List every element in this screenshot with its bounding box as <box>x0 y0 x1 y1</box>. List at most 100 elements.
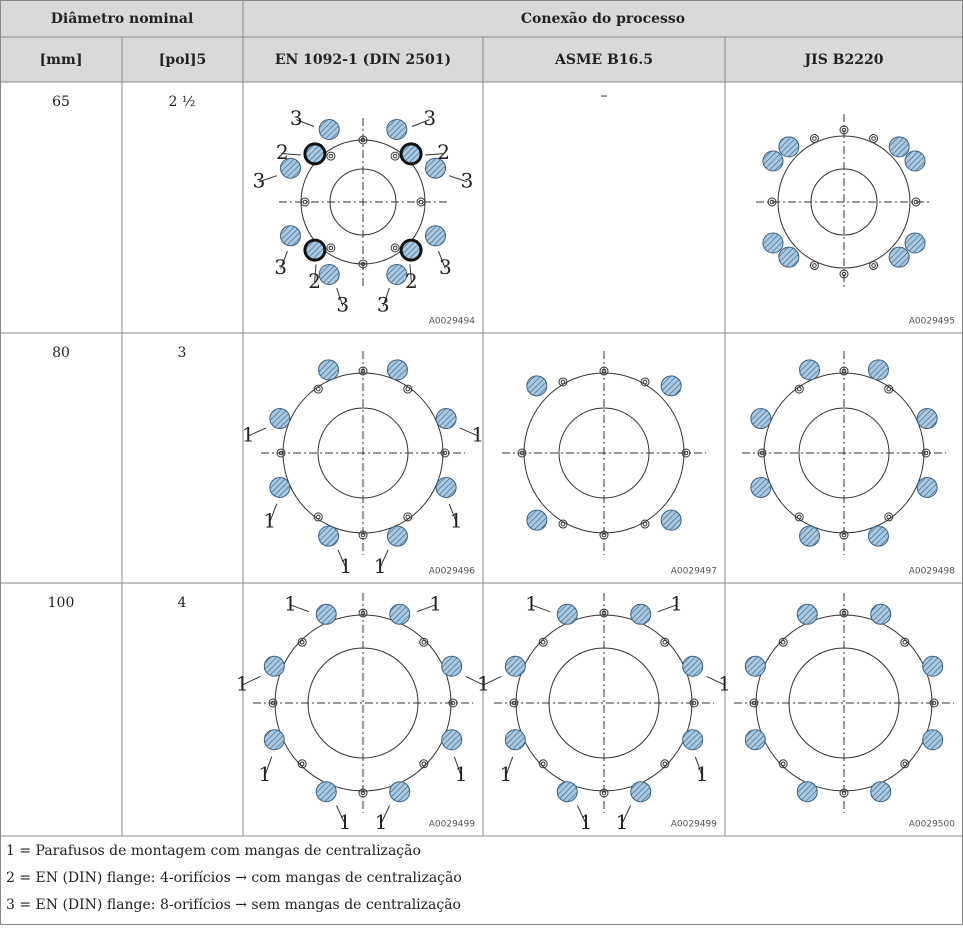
leader <box>264 756 273 776</box>
hole <box>390 243 400 253</box>
bolt <box>318 118 340 140</box>
figure-code: A0029500 <box>909 820 956 830</box>
leader <box>448 175 468 183</box>
bolt <box>315 603 337 625</box>
note: 2 = EN (DIN) flange: 4-orifícios → com m… <box>6 870 462 886</box>
bolt <box>556 603 578 625</box>
hole <box>812 263 817 268</box>
hole <box>871 136 876 141</box>
callout: 2 <box>405 269 418 293</box>
figure-code: A0029499 <box>671 820 718 830</box>
callout: 3 <box>253 168 266 192</box>
hole <box>913 199 919 205</box>
hole <box>313 512 323 522</box>
bolt <box>660 375 682 397</box>
bolt <box>441 729 463 751</box>
leader <box>706 676 725 686</box>
hole <box>749 698 759 708</box>
hole <box>794 384 804 394</box>
leader <box>657 604 677 613</box>
bolt <box>303 142 327 166</box>
leader <box>409 264 412 283</box>
cell-inch: 3 <box>178 345 187 361</box>
bolt <box>870 781 892 803</box>
hole <box>538 637 548 647</box>
hole <box>358 608 368 618</box>
hole <box>902 639 908 645</box>
bolt <box>279 225 301 247</box>
hole <box>418 199 424 205</box>
bolt <box>504 655 526 677</box>
hole <box>601 790 607 796</box>
leader <box>438 250 446 269</box>
hole <box>691 700 697 706</box>
hole <box>839 788 849 798</box>
bolt <box>526 509 548 531</box>
leader <box>258 175 278 183</box>
callout: 2 <box>276 140 289 164</box>
callout: 1 <box>471 422 484 446</box>
callout: 1 <box>236 671 249 695</box>
hole <box>315 386 321 392</box>
hole <box>841 610 847 616</box>
bolt <box>269 476 291 498</box>
bolt <box>263 655 285 677</box>
leader <box>505 756 514 776</box>
callout: 1 <box>339 554 352 578</box>
bolt <box>762 150 784 172</box>
hole <box>884 384 894 394</box>
leader <box>380 805 390 824</box>
hole <box>841 368 847 374</box>
bolt <box>867 525 889 547</box>
hole <box>299 761 305 767</box>
hole <box>902 761 908 767</box>
bolt <box>386 118 408 140</box>
bolt <box>744 729 766 751</box>
hole <box>642 379 648 385</box>
hole <box>796 386 802 392</box>
figure-code: A0029494 <box>429 317 476 327</box>
leader <box>290 604 310 613</box>
bolt <box>778 136 800 158</box>
callout: 3 <box>336 293 349 317</box>
hole <box>450 700 456 706</box>
callout: 1 <box>259 762 272 786</box>
hole <box>759 450 765 456</box>
header-bg <box>0 0 963 82</box>
bolt <box>303 238 327 262</box>
bolt <box>799 359 821 381</box>
hole <box>328 153 334 159</box>
hole <box>405 514 411 520</box>
hole <box>599 530 609 540</box>
column-header: [mm] <box>40 52 83 68</box>
hole <box>560 379 566 385</box>
column-header: ASME B16.5 <box>554 52 653 68</box>
callout: 1 <box>477 671 490 695</box>
hole <box>689 698 699 708</box>
header-group: Diâmetro nominal <box>51 11 194 27</box>
hole <box>419 637 429 647</box>
bolt <box>386 525 408 547</box>
hole <box>392 153 398 159</box>
leader <box>577 805 587 824</box>
bolt <box>904 150 926 172</box>
bolt <box>318 359 340 381</box>
callout: 1 <box>374 554 387 578</box>
flange-drawing <box>742 351 946 555</box>
hole <box>560 521 566 527</box>
flange-drawing <box>502 351 706 555</box>
callout: 1 <box>450 508 463 532</box>
callout: 1 <box>375 810 388 834</box>
leader <box>314 264 317 283</box>
bolt <box>750 408 772 430</box>
hole <box>390 151 400 161</box>
bolt <box>504 729 526 751</box>
leader <box>337 549 347 568</box>
bolt <box>916 476 938 498</box>
bolt <box>630 603 652 625</box>
leader <box>453 756 462 776</box>
hole <box>778 759 788 769</box>
hole <box>662 761 668 767</box>
hole <box>660 637 670 647</box>
bolt <box>425 157 447 179</box>
